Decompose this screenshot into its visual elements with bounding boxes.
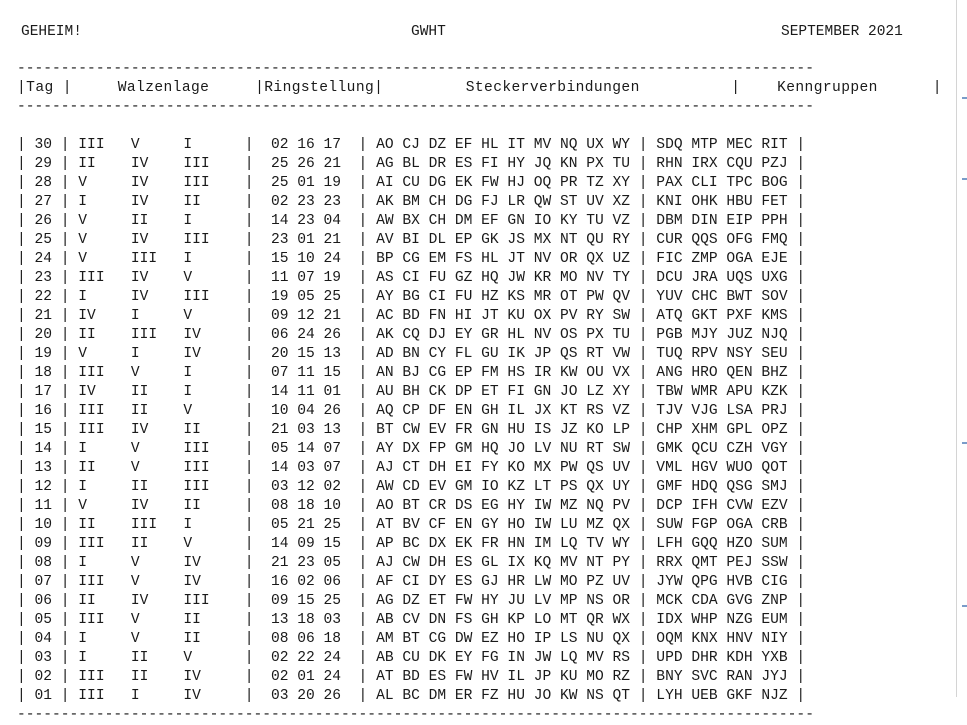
table-row: | 27 | I IV II | 02 23 23 | AK BM CH DG … (17, 194, 806, 210)
table-row: | 30 | III V I | 02 16 17 | AO CJ DZ EF … (17, 137, 806, 153)
table-row: | 15 | III IV II | 21 03 13 | BT CW EV F… (17, 422, 806, 438)
table-row: | 17 | IV II I | 14 11 01 | AU BH CK DP … (17, 384, 806, 400)
table-row: | 11 | V IV II | 08 18 10 | AO BT CR DS … (17, 498, 806, 514)
table-row: | 14 | I V III | 05 14 07 | AY DX FP GM … (17, 441, 806, 457)
rule-line: ----------------------------------------… (17, 61, 814, 77)
key-sheet-page: GEHEIM! GWHT SEPTEMBER 2021 ------------… (17, 24, 942, 723)
table-row: | 08 | I V IV | 21 23 05 | AJ CW DH ES G… (17, 555, 806, 571)
table-row: | 04 | I V II | 08 06 18 | AM BT CG DW E… (17, 631, 806, 647)
scroll-marker (962, 605, 967, 607)
table-row: | 23 | III IV V | 11 07 19 | AS CI FU GZ… (17, 270, 806, 286)
window-edge (956, 0, 967, 697)
scroll-marker (962, 442, 967, 444)
spacer-line (17, 117, 942, 136)
table-row: | 05 | III V II | 13 18 03 | AB CV DN FS… (17, 612, 806, 628)
table-row: | 07 | III V IV | 16 02 06 | AF CI DY ES… (17, 574, 806, 590)
table-row: | 12 | I II III | 03 12 02 | AW CD EV GM… (17, 479, 806, 495)
table-row: | 22 | I IV III | 19 05 25 | AY BG CI FU… (17, 289, 806, 305)
table-row: | 03 | I II V | 02 22 24 | AB CU DK EY F… (17, 650, 806, 666)
table-row: | 25 | V IV III | 23 01 21 | AV BI DL EP… (17, 232, 806, 248)
net-name: GWHT (411, 24, 446, 40)
table-row: | 16 | III II V | 10 04 26 | AQ CP DF EN… (17, 403, 806, 419)
table-row: | 21 | IV I V | 09 12 21 | AC BD FN HI J… (17, 308, 806, 324)
key-table: ----------------------------------------… (17, 60, 942, 725)
table-row: | 26 | V II I | 14 23 04 | AW BX CH DM E… (17, 213, 806, 229)
table-row: | 13 | II V III | 14 03 07 | AJ CT DH EI… (17, 460, 806, 476)
rule-line: ----------------------------------------… (17, 99, 814, 115)
table-row: | 06 | II IV III | 09 15 25 | AG DZ ET F… (17, 593, 806, 609)
table-row: | 10 | II III I | 05 21 25 | AT BV CF EN… (17, 517, 806, 533)
rule-line: ----------------------------------------… (17, 707, 814, 723)
column-header-row: |Tag | Walzenlage |Ringstellung| Stecker… (17, 80, 942, 96)
table-row: | 29 | II IV III | 25 26 21 | AG BL DR E… (17, 156, 806, 172)
table-row: | 09 | III II V | 14 09 15 | AP BC DX EK… (17, 536, 806, 552)
table-row: | 02 | III II IV | 02 01 24 | AT BD ES F… (17, 669, 806, 685)
table-row: | 28 | V IV III | 25 01 19 | AI CU DG EK… (17, 175, 806, 191)
sheet-month: SEPTEMBER 2021 (781, 24, 903, 40)
table-row: | 24 | V III I | 15 10 24 | BP CG EM FS … (17, 251, 806, 267)
table-row: | 20 | II III IV | 06 24 26 | AK CQ DJ E… (17, 327, 806, 343)
table-row: | 18 | III V I | 07 11 15 | AN BJ CG EP … (17, 365, 806, 381)
scroll-marker (962, 178, 967, 180)
classification-label: GEHEIM! (21, 24, 82, 40)
scroll-marker (962, 97, 967, 99)
table-row: | 19 | V I IV | 20 15 13 | AD BN CY FL G… (17, 346, 806, 362)
